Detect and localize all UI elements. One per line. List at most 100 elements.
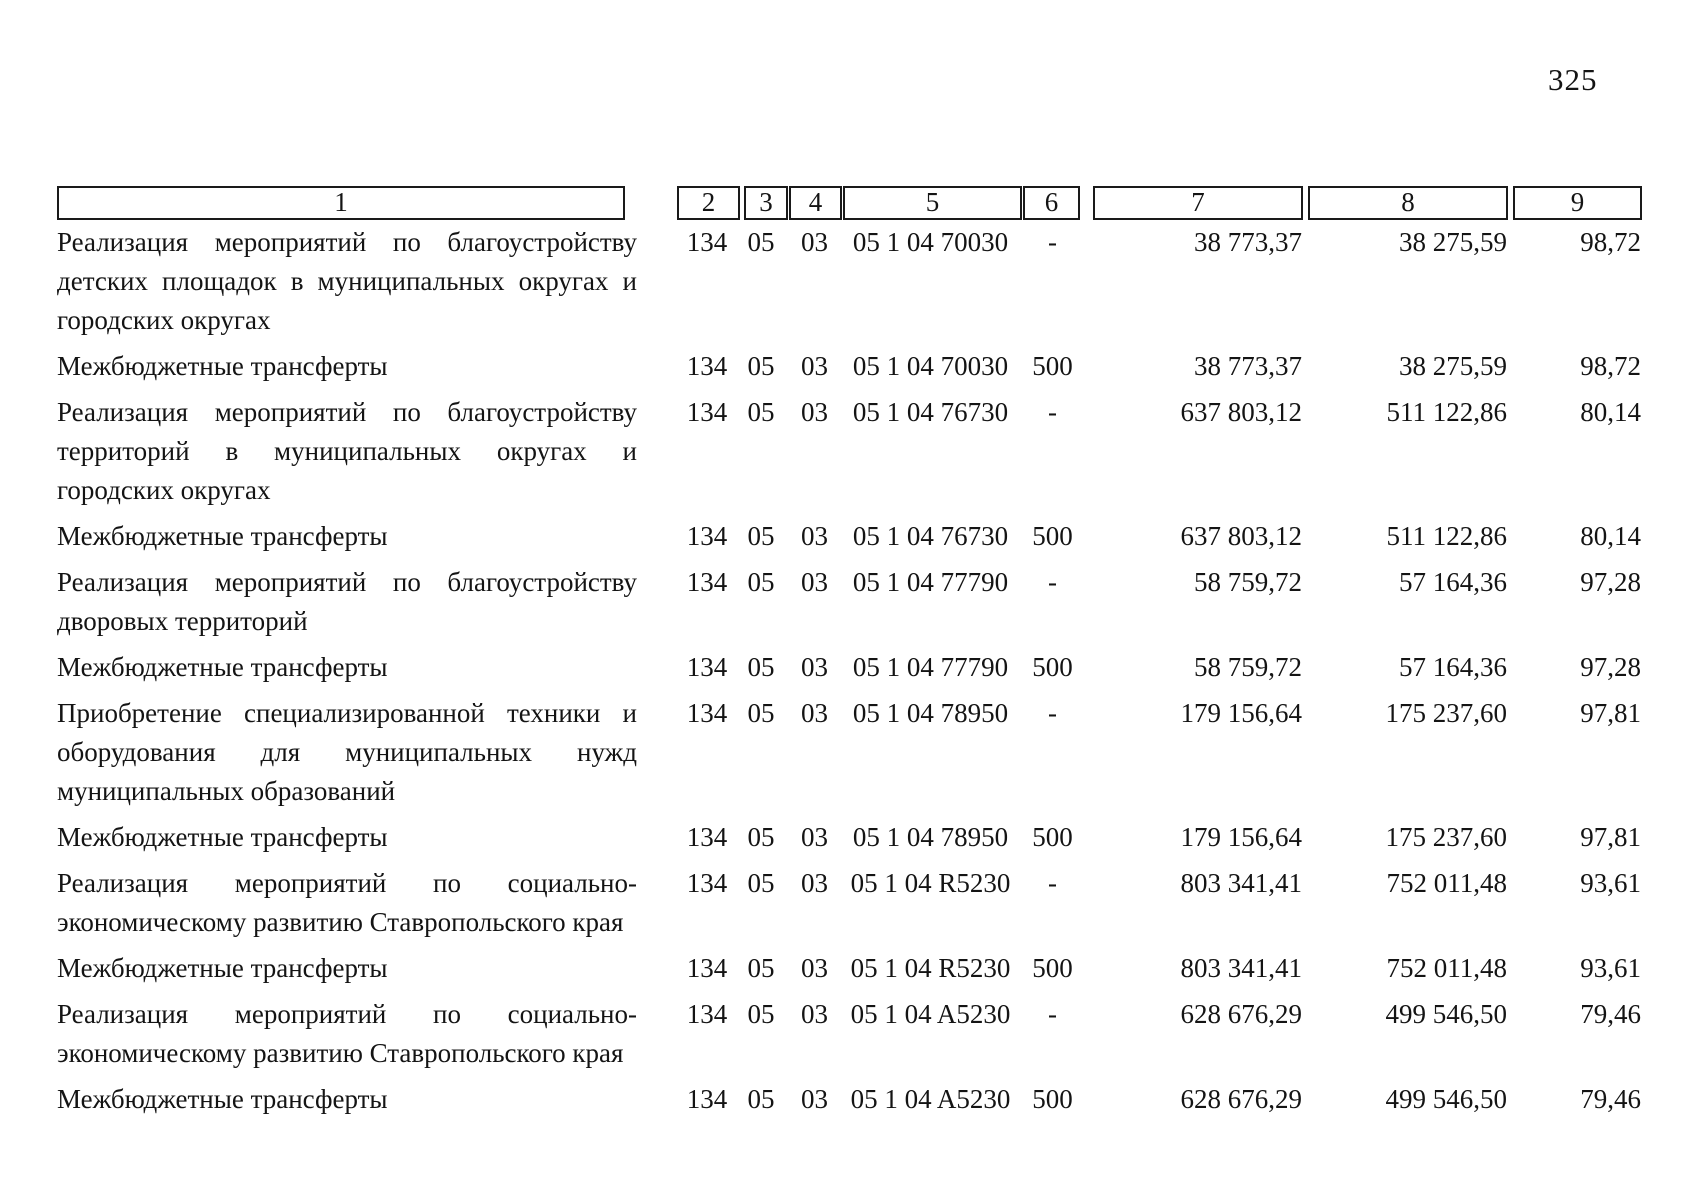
row-expense-type-cell: - [1048,227,1057,257]
row-executed-amount-cell: 511 122,86 [1386,397,1508,427]
row-executed-amount-cell: 175 237,60 [1385,822,1508,852]
row-podrazdel-cell: 03 [801,652,828,682]
row-target-code-cell: 05 1 04 76730 [852,397,1009,427]
table-body: Реализация мероприятий по благоустройств… [57,223,1642,1119]
row-glava-cell: 134 [686,868,728,898]
row-expense-type-cell: 500 [1032,822,1073,852]
row-expense-type-cell: 500 [1032,1084,1073,1114]
table-row: Межбюджетные трансферты 134 05 03 05 1 0… [57,1080,1642,1119]
row-target-code-cell: 05 1 04 70030 [852,351,1009,381]
row-podrazdel-cell: 03 [801,397,828,427]
row-name-cell: Межбюджетные трансферты [57,1084,388,1114]
table-row: Межбюджетные трансферты 134 05 03 05 1 0… [57,949,1642,988]
row-expense-type-cell: - [1048,698,1057,728]
row-podrazdel-cell: 03 [801,953,828,983]
row-name-cell: Межбюджетные трансферты [57,652,388,682]
row-planned-amount-cell: 179 156,64 [1180,822,1303,852]
row-razdel-cell: 05 [747,953,775,983]
row-expense-type-cell: 500 [1032,351,1073,381]
row-glava-cell: 134 [686,1084,728,1114]
row-percent-cell: 97,28 [1580,652,1641,682]
row-podrazdel-cell: 03 [801,999,828,1029]
row-executed-amount-cell: 511 122,86 [1386,521,1508,551]
row-percent-cell: 97,28 [1580,567,1641,597]
row-name-cell: Реализация мероприятий по социально-экон… [57,868,637,937]
row-target-code-cell: 05 1 04 R5230 [850,868,1011,898]
row-percent-cell: 79,46 [1580,999,1641,1029]
row-razdel-cell: 05 [747,822,775,852]
header-cell-2: 2 [677,186,740,220]
row-razdel-cell: 05 [747,652,775,682]
table-row: Реализация мероприятий по социально-экон… [57,995,1642,1073]
row-expense-type-cell: - [1048,999,1057,1029]
header-cell-5: 5 [843,186,1022,220]
row-planned-amount-cell: 179 156,64 [1180,698,1303,728]
row-name-cell: Приобретение специализированной техники … [57,698,637,806]
budget-table: 1 2 3 4 5 6 7 8 9 Реализация мероприятий… [57,186,1642,1126]
row-podrazdel-cell: 03 [801,351,828,381]
row-podrazdel-cell: 03 [801,567,828,597]
row-percent-cell: 98,72 [1580,351,1641,381]
table-row: Межбюджетные трансферты 134 05 03 05 1 0… [57,517,1642,556]
row-name-cell: Межбюджетные трансферты [57,822,388,852]
row-executed-amount-cell: 38 275,59 [1399,351,1507,381]
row-glava-cell: 134 [686,397,728,427]
row-target-code-cell: 05 1 04 A5230 [850,999,1011,1029]
row-podrazdel-cell: 03 [801,227,828,257]
row-percent-cell: 79,46 [1580,1084,1641,1114]
row-target-code-cell: 05 1 04 R5230 [850,953,1011,983]
row-razdel-cell: 05 [747,567,775,597]
row-percent-cell: 93,61 [1580,953,1641,983]
row-glava-cell: 134 [686,999,728,1029]
header-cell-7: 7 [1093,186,1303,220]
row-razdel-cell: 05 [747,868,775,898]
row-podrazdel-cell: 03 [801,868,828,898]
row-executed-amount-cell: 752 011,48 [1386,953,1508,983]
row-name-cell: Реализация мероприятий по благоустройств… [57,227,637,335]
row-name-cell: Межбюджетные трансферты [57,521,388,551]
table-row: Межбюджетные трансферты 134 05 03 05 1 0… [57,818,1642,857]
header-cell-8: 8 [1308,186,1508,220]
row-podrazdel-cell: 03 [801,521,828,551]
row-expense-type-cell: 500 [1032,652,1073,682]
table-row: Межбюджетные трансферты 134 05 03 05 1 0… [57,648,1642,687]
table-row: Реализация мероприятий по благоустройств… [57,393,1642,510]
row-glava-cell: 134 [686,953,728,983]
row-expense-type-cell: - [1048,868,1057,898]
row-razdel-cell: 05 [747,1084,775,1114]
row-glava-cell: 134 [686,652,728,682]
row-name-cell: Межбюджетные трансферты [57,953,388,983]
header-cell-6: 6 [1023,186,1080,220]
row-target-code-cell: 05 1 04 76730 [852,521,1009,551]
row-name-cell: Межбюджетные трансферты [57,351,388,381]
row-glava-cell: 134 [686,351,728,381]
row-percent-cell: 97,81 [1580,698,1641,728]
row-target-code-cell: 05 1 04 77790 [852,567,1009,597]
row-planned-amount-cell: 803 341,41 [1180,868,1303,898]
row-razdel-cell: 05 [747,397,775,427]
header-cell-9: 9 [1513,186,1642,220]
row-executed-amount-cell: 57 164,36 [1399,652,1507,682]
row-executed-amount-cell: 499 546,50 [1385,1084,1508,1114]
row-planned-amount-cell: 38 773,37 [1194,351,1302,381]
row-razdel-cell: 05 [747,698,775,728]
row-expense-type-cell: - [1048,397,1057,427]
row-expense-type-cell: - [1048,567,1057,597]
row-razdel-cell: 05 [747,999,775,1029]
row-expense-type-cell: 500 [1032,521,1073,551]
row-razdel-cell: 05 [747,521,775,551]
row-target-code-cell: 05 1 04 77790 [852,652,1009,682]
row-planned-amount-cell: 637 803,12 [1180,521,1303,551]
row-podrazdel-cell: 03 [801,698,828,728]
row-executed-amount-cell: 752 011,48 [1386,868,1508,898]
row-percent-cell: 97,81 [1580,822,1641,852]
row-target-code-cell: 05 1 04 78950 [852,698,1009,728]
row-planned-amount-cell: 38 773,37 [1194,227,1302,257]
table-header-row: 1 2 3 4 5 6 7 8 9 [57,186,1642,220]
row-podrazdel-cell: 03 [801,1084,828,1114]
row-executed-amount-cell: 499 546,50 [1385,999,1508,1029]
row-executed-amount-cell: 38 275,59 [1399,227,1507,257]
row-planned-amount-cell: 803 341,41 [1180,953,1303,983]
row-percent-cell: 80,14 [1580,397,1641,427]
